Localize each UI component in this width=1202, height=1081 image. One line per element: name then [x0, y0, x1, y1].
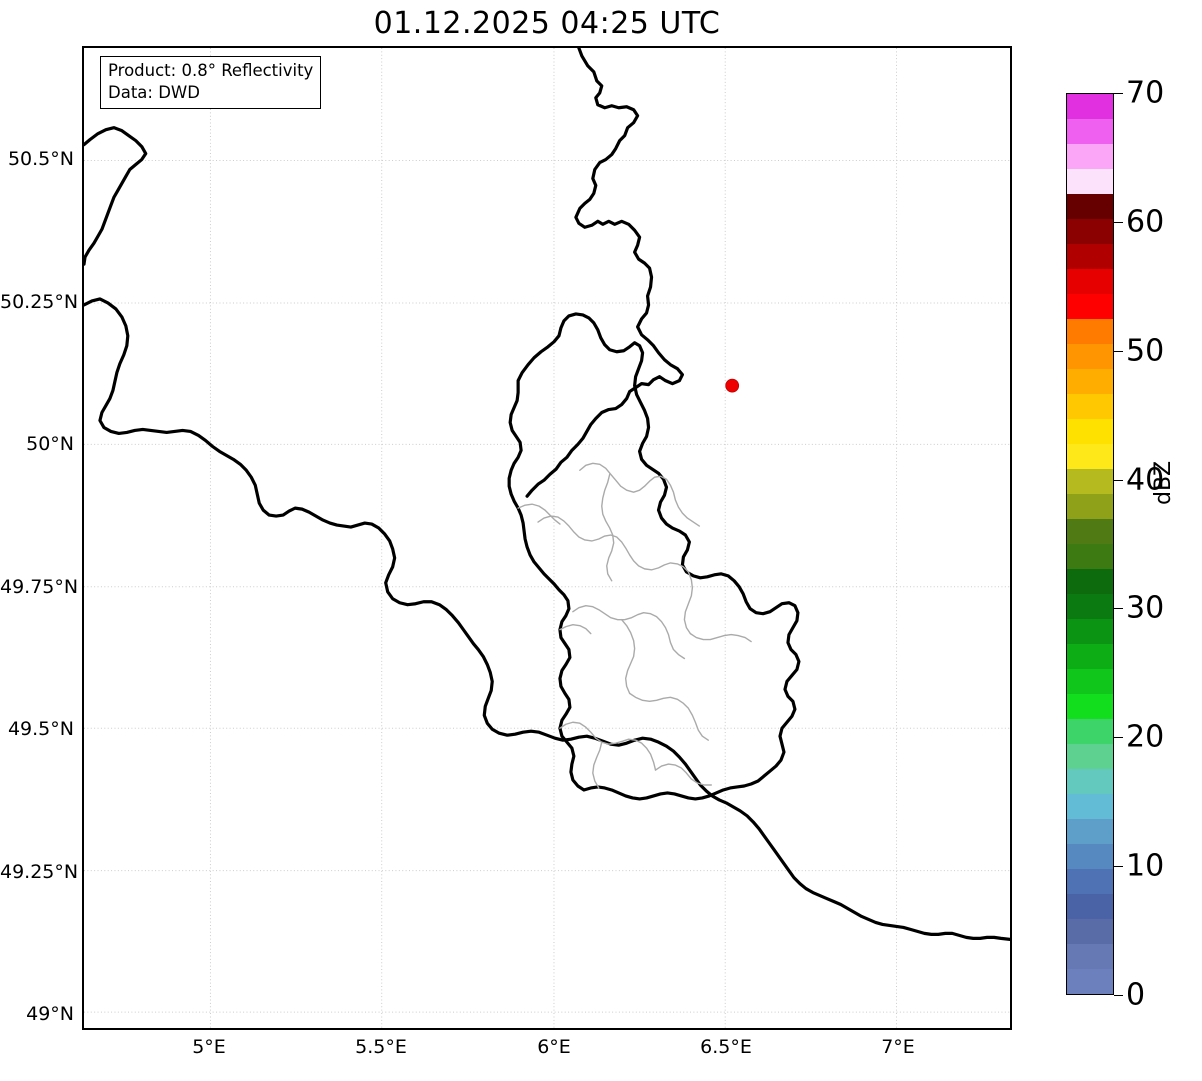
map-canvas	[84, 48, 1010, 1028]
colorbar-band-9	[1067, 319, 1113, 344]
colorbar-label-70: 70	[1126, 75, 1165, 111]
colorbar-band-7	[1067, 269, 1113, 294]
y-tick-label-50-5: 50.5°N	[7, 148, 74, 170]
colorbar-band-31	[1067, 869, 1113, 894]
colorbar-band-25	[1067, 719, 1113, 744]
colorbar-band-11	[1067, 369, 1113, 394]
colorbar-band-34	[1067, 944, 1113, 969]
x-tick-label-5-5e: 5.5°E	[355, 1036, 407, 1058]
colorbar-band-3	[1067, 169, 1113, 194]
colorbar-band-20	[1067, 594, 1113, 619]
colorbar-tick-0	[1114, 995, 1123, 996]
info-data-line: Data: DWD	[108, 82, 200, 102]
colorbar-band-24	[1067, 694, 1113, 719]
y-tick-label-49-5: 49.5°N	[7, 718, 74, 740]
colorbar-band-2	[1067, 144, 1113, 169]
colorbar-band-23	[1067, 669, 1113, 694]
colorbar-tick-10	[1114, 866, 1123, 867]
colorbar-band-18	[1067, 544, 1113, 569]
y-tick-label-49: 49°N	[26, 1003, 74, 1025]
gridlines	[84, 48, 1010, 1028]
y-tick-label-49-75: 49.75°N	[0, 576, 79, 598]
colorbar-tick-40	[1114, 480, 1123, 481]
colorbar-band-8	[1067, 294, 1113, 319]
colorbar-band-35	[1067, 969, 1113, 994]
info-product-line: Product: 0.8° Reflectivity	[108, 61, 314, 80]
colorbar-label-10: 10	[1126, 848, 1165, 884]
y-tick-label-50: 50°N	[26, 433, 74, 455]
colorbar-band-6	[1067, 244, 1113, 269]
national-borders	[84, 48, 1010, 941]
colorbar-band-16	[1067, 494, 1113, 519]
colorbar-label-40: 40	[1126, 462, 1165, 498]
colorbar-label-20: 20	[1126, 719, 1165, 755]
colorbar-band-10	[1067, 344, 1113, 369]
colorbar-tick-30	[1114, 608, 1123, 609]
colorbar-band-22	[1067, 644, 1113, 669]
colorbar-tick-70	[1114, 93, 1123, 94]
colorbar-band-27	[1067, 769, 1113, 794]
colorbar-label-30: 30	[1126, 590, 1165, 626]
x-tick-label-5e: 5°E	[192, 1036, 226, 1058]
colorbar-tick-60	[1114, 222, 1123, 223]
map-plot-area[interactable]: Product: 0.8° Reflectivity Data: DWD	[82, 46, 1012, 1030]
colorbar-band-32	[1067, 894, 1113, 919]
colorbar-band-4	[1067, 194, 1113, 219]
colorbar[interactable]	[1066, 93, 1114, 995]
colorbar-tick-20	[1114, 737, 1123, 738]
y-tick-label-49-25: 49.25°N	[0, 861, 79, 883]
colorbar-axis-title: dBZ	[1151, 460, 1176, 505]
colorbar-band-14	[1067, 444, 1113, 469]
x-tick-label-7e: 7°E	[881, 1036, 915, 1058]
colorbar-band-1	[1067, 119, 1113, 144]
colorbar-band-19	[1067, 569, 1113, 594]
colorbar-label-60: 60	[1126, 204, 1165, 240]
colorbar-band-17	[1067, 519, 1113, 544]
y-tick-label-50-25: 50.25°N	[0, 291, 79, 313]
colorbar-band-26	[1067, 744, 1113, 769]
radar-site-marker[interactable]	[725, 378, 740, 393]
colorbar-band-28	[1067, 794, 1113, 819]
colorbar-band-0	[1067, 94, 1113, 119]
colorbar-band-29	[1067, 819, 1113, 844]
regional-borders	[517, 462, 752, 789]
colorbar-label-50: 50	[1126, 333, 1165, 369]
colorbar-band-15	[1067, 469, 1113, 494]
colorbar-band-33	[1067, 919, 1113, 944]
x-tick-label-6-5e: 6.5°E	[700, 1036, 752, 1058]
colorbar-band-13	[1067, 419, 1113, 444]
page-title: 01.12.2025 04:25 UTC	[373, 6, 721, 41]
product-info-box: Product: 0.8° Reflectivity Data: DWD	[100, 56, 322, 109]
colorbar-tick-50	[1114, 351, 1123, 352]
colorbar-band-21	[1067, 619, 1113, 644]
colorbar-band-12	[1067, 394, 1113, 419]
colorbar-label-0: 0	[1126, 977, 1146, 1013]
x-tick-label-6e: 6°E	[537, 1036, 571, 1058]
colorbar-band-30	[1067, 844, 1113, 869]
colorbar-band-5	[1067, 219, 1113, 244]
